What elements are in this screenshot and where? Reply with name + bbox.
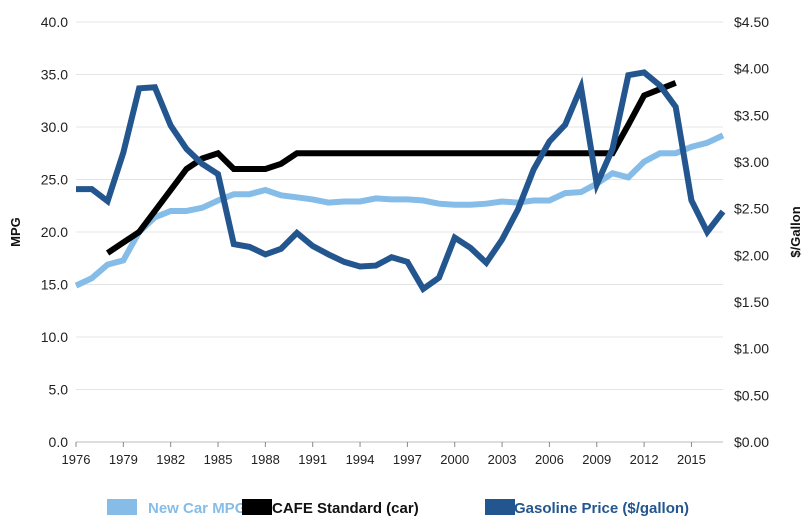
y-tick-label: 20.0 [41, 224, 68, 240]
y2-tick-label: $3.50 [734, 107, 769, 123]
y-tick-label: 35.0 [41, 67, 68, 83]
x-tick-label: 1997 [393, 452, 422, 467]
legend-label: New Car MPG [148, 500, 246, 517]
y2-tick-label: $0.50 [734, 387, 769, 403]
x-tick-label: 1979 [109, 452, 138, 467]
legend-label: Gasoline Price ($/gallon) [514, 500, 689, 517]
y-tick-label: 10.0 [41, 329, 68, 345]
y-tick-label: 25.0 [41, 172, 68, 188]
y-axis-label: MPG [8, 217, 23, 247]
series-line-2 [76, 69, 726, 294]
y-tick-label: 5.0 [49, 382, 69, 398]
series-lines [74, 69, 726, 294]
x-tick-label: 2012 [630, 452, 659, 467]
y2-tick-label: $3.00 [734, 154, 769, 170]
y2-tick-label: $4.00 [734, 61, 769, 77]
x-tick-label: 1985 [204, 452, 233, 467]
x-axis: 1976 1979 1982 1985 1988 1991 1994 1997 2000 2003… [62, 442, 706, 467]
series-line-0 [74, 132, 725, 289]
x-tick-label: 1991 [298, 452, 327, 467]
y-tick-label: 30.0 [41, 119, 68, 135]
x-tick-label: 1976 [62, 452, 91, 467]
y2-tick-label: $2.50 [734, 201, 769, 217]
y-tick-label: 0.0 [49, 434, 69, 450]
x-tick-label: 1982 [156, 452, 185, 467]
x-tick-label: 2000 [440, 452, 469, 467]
y2-tick-label: $1.00 [734, 341, 769, 357]
x-tick-label: 1994 [346, 452, 375, 467]
x-tick-label: 2009 [582, 452, 611, 467]
legend-label: CAFE Standard (car) [272, 500, 419, 517]
y2-tick-label: $2.00 [734, 247, 769, 263]
grid [76, 21, 723, 443]
y2-tick-label: $4.50 [734, 14, 769, 30]
y-tick-label: 15.0 [41, 277, 68, 293]
legend: New Car MPG CAFE Standard (car) Gasoline P… [107, 499, 689, 517]
y2-tick-label: $1.50 [734, 294, 769, 310]
y-axis-right: $0.00 $0.50 $1.00 $1.50 $2.00 $2.50 $3.00 $3.50… [734, 14, 769, 450]
legend-swatch [107, 499, 137, 515]
legend-swatch [485, 499, 515, 515]
y2-tick-label: $0.00 [734, 434, 769, 450]
y-tick-label: 40.0 [41, 14, 68, 30]
y-axis-left: 0.0 5.0 10.0 15.0 20.0 25.0 30.0 35.0 40.0 [41, 14, 68, 450]
x-tick-label: 2015 [677, 452, 706, 467]
x-tick-label: 2003 [488, 452, 517, 467]
y2-axis-label: $/Gallon [788, 206, 803, 257]
series-line-1 [105, 80, 677, 256]
x-tick-label: 1988 [251, 452, 280, 467]
x-tick-label: 2006 [535, 452, 564, 467]
legend-swatch [242, 499, 272, 515]
